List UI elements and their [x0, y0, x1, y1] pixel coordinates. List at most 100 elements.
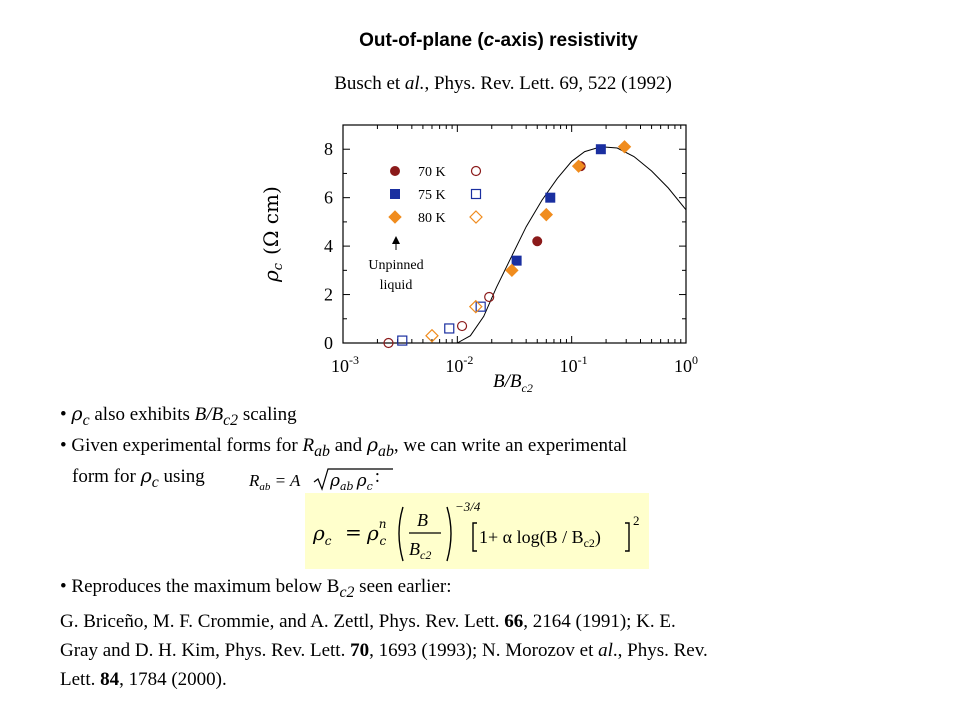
legend-marker-open	[470, 188, 482, 200]
filled-point	[505, 263, 519, 278]
open-point	[456, 320, 468, 332]
legend-label: 80 K	[418, 211, 446, 226]
filled-point	[539, 207, 554, 222]
filled-point	[595, 144, 606, 155]
formula-den-sub: c2	[420, 548, 431, 562]
title-text-c: c	[483, 30, 495, 51]
ref-text: , 1693 (1993); N. Morozov et	[369, 639, 599, 661]
ref-text: , 2164 (1991); K. E.	[523, 610, 676, 632]
bullet-colon: :	[374, 465, 381, 487]
x-axis-label: B/Bc2	[493, 371, 533, 395]
y-tick-label: 2	[324, 285, 333, 305]
formula-rho: ρ	[329, 471, 340, 491]
ref-text: Lett.	[60, 668, 101, 690]
x-tick-exp: -3	[349, 353, 359, 367]
sub-c2: c2	[339, 583, 355, 601]
x-tick-exp: -2	[463, 353, 473, 367]
bullet-dot: •	[60, 434, 72, 456]
x-tick-exp: 0	[692, 353, 698, 367]
x-tick-label: 10-2	[445, 353, 473, 376]
x-tick-base: 10	[445, 356, 463, 376]
open-point	[484, 291, 495, 303]
open-point	[468, 299, 483, 314]
ref-line-2: G. Briceño, M. F. Crommie, and A. Zettl,…	[60, 607, 940, 636]
formula-den-B: B	[409, 539, 420, 559]
annotation: Unpinned liquid	[368, 236, 424, 293]
citation-etal: al.	[404, 73, 425, 94]
bullet-2-cont: form for ρ c using:	[60, 464, 940, 495]
open-point	[383, 337, 394, 349]
formula-inline: Rab = A ρab ρc	[248, 468, 393, 493]
ref-text-end: seen earlier:	[354, 576, 452, 597]
annotation-line1: Unpinned	[368, 258, 423, 273]
bullet-text-using: using	[158, 465, 205, 487]
formula-rho: ρ	[312, 521, 325, 545]
y-tick-label: 8	[324, 139, 333, 159]
xlabel-sub: c2	[522, 381, 533, 395]
sub-c2: c2	[223, 411, 239, 429]
citation-journal: , Phys. Rev. Lett. 69, 522 (1992)	[424, 73, 672, 94]
rho-symbol: ρ	[366, 433, 379, 456]
open-point	[425, 328, 439, 343]
annotation-line2: liquid	[380, 278, 413, 293]
ref-line-3: Gray and D. H. Kim, Phys. Rev. Lett. 70,…	[60, 636, 940, 665]
bullet-list: • ρc also exhibits B/Bc2 scaling • Given…	[60, 402, 940, 494]
ref-text: G. Briceño, M. F. Crommie, and A. Zettl,…	[60, 610, 505, 632]
formula-sub-c: c	[325, 534, 332, 548]
x-tick-base: 10	[560, 356, 578, 376]
legend-marker-open	[470, 165, 482, 177]
filled-point	[571, 159, 586, 173]
formula-sup-n: n	[379, 517, 387, 531]
bracket-left	[472, 522, 477, 552]
ref-bullet: • Reproduces the maximum below Bc2 seen …	[60, 572, 940, 607]
formula-denominator: Bc2	[409, 539, 431, 562]
formula-exponent: −3/4	[455, 499, 481, 514]
sub-c: c	[82, 411, 90, 429]
formula-eq: = A	[270, 471, 301, 490]
annotation-arrow-icon	[392, 236, 400, 244]
bullet-1: • ρc also exhibits B/Bc2 scaling	[60, 402, 940, 433]
filled-point	[532, 236, 543, 247]
filled-point	[617, 140, 632, 154]
formula-square: 2	[633, 513, 640, 528]
ref-volume: 84	[100, 668, 120, 690]
formula-box: ρc = ρn c B Bc2 −3/4 1+ α log(B / Bc2) 2	[305, 493, 649, 569]
ylabel-sub: c	[271, 262, 286, 270]
legend-marker-filled	[390, 166, 400, 176]
ref-volume: 66	[504, 610, 524, 632]
sqrt-sign	[313, 468, 393, 491]
ref-line-4: Lett. 84, 1784 (2000).	[60, 665, 940, 694]
citation-author: Busch et	[334, 73, 405, 94]
paren-right	[446, 506, 452, 562]
citation: Busch et al., Phys. Rev. Lett. 69, 522 (…	[0, 73, 960, 95]
formula-sub-ab: ab	[340, 480, 354, 493]
xlabel-B: B/B	[493, 371, 522, 392]
bullet-text: Given experimental forms for	[71, 434, 303, 456]
formula-eq: =	[345, 520, 362, 544]
y-tick-label: 4	[324, 236, 333, 256]
bullet-text: form for	[72, 465, 141, 487]
formula-bracket-close: )	[595, 527, 601, 548]
formula-rho: ρ	[366, 521, 379, 545]
y-tick-label: 0	[324, 333, 333, 353]
bullet-dot: •	[60, 404, 72, 425]
data-points	[383, 140, 632, 349]
R-symbol: R	[302, 434, 315, 456]
x-tick-base: 10	[674, 356, 692, 376]
formula-lhs: ρc	[312, 521, 332, 548]
ref-text: , 1784 (2000).	[119, 668, 227, 690]
filled-point	[545, 192, 556, 203]
bracket-right	[625, 522, 630, 552]
bullet-dot: •	[60, 576, 72, 597]
chart-axes	[342, 124, 687, 344]
sub-c: c	[151, 473, 159, 491]
ref-text: ., Phys. Rev.	[612, 639, 708, 661]
filled-point	[511, 255, 522, 266]
formula-bracket-sub: c2	[584, 536, 595, 550]
formula-bracket-text: 1+ α log(B / B	[479, 527, 584, 548]
sub-ab: ab	[378, 442, 394, 460]
y-tick-label: 6	[324, 188, 333, 208]
open-point	[397, 335, 408, 346]
